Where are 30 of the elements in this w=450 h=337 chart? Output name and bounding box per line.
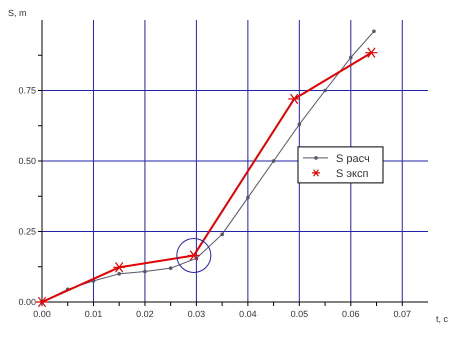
x-tick-label: 0.04: [239, 309, 257, 319]
x-tick-label: 0.02: [136, 309, 154, 319]
legend-label: S эксп: [336, 168, 368, 180]
point: [349, 56, 353, 60]
point: [35, 296, 49, 308]
x-tick-label: 0.01: [84, 309, 102, 319]
point: [168, 266, 172, 270]
point: [272, 159, 276, 163]
point: [364, 47, 378, 58]
y-tick-label: 0.00: [18, 297, 36, 307]
y-tick-label: 0.50: [18, 156, 36, 166]
point: [288, 94, 301, 104]
point: [220, 232, 224, 236]
y-axis-title: S, m: [8, 8, 27, 18]
point: [323, 88, 327, 92]
x-tick-label: 0.06: [342, 309, 360, 319]
y-tick-label: 0.75: [18, 86, 36, 96]
x-tick-label: 0.03: [188, 309, 206, 319]
point: [112, 262, 126, 273]
point: [246, 196, 250, 200]
y-tick-label: 0.25: [18, 226, 36, 236]
x-axis-title: t, c: [436, 314, 448, 324]
point: [143, 270, 147, 274]
x-tick-label: 0.07: [394, 309, 412, 319]
point: [372, 29, 376, 34]
point: [117, 272, 121, 276]
point: [298, 122, 302, 126]
x-tick-label: 0.05: [290, 309, 308, 319]
legend-label: S расч: [336, 152, 370, 165]
x-tick-label: 0.00: [33, 309, 51, 319]
